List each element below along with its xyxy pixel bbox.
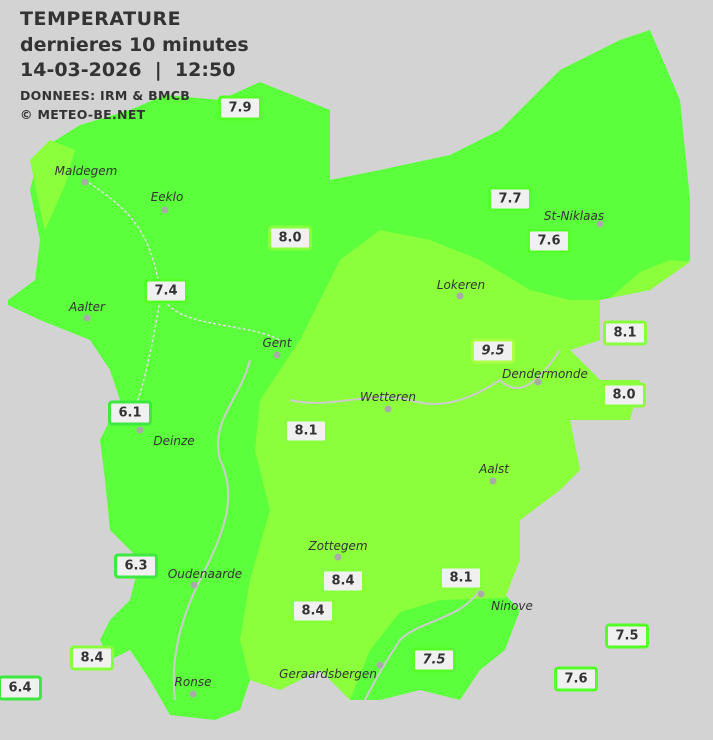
river-dender bbox=[289, 349, 561, 701]
city-dot bbox=[81, 178, 89, 186]
city-label: Oudenaarde bbox=[167, 567, 243, 581]
station-value: 8.0 bbox=[268, 225, 312, 251]
station-value: 8.4 bbox=[321, 568, 365, 594]
station-value: 8.1 bbox=[439, 565, 483, 591]
city-dot bbox=[534, 378, 542, 386]
zone-8-region-ne bbox=[610, 260, 690, 298]
map-title: TEMPERATURE bbox=[20, 8, 182, 30]
station-value: 9.5 bbox=[471, 338, 515, 364]
station-value: 8.4 bbox=[70, 645, 114, 671]
city-dot bbox=[136, 426, 144, 434]
city-dot bbox=[334, 553, 342, 561]
city-dot bbox=[83, 314, 91, 322]
city-label: Gent bbox=[262, 336, 292, 350]
station-value: 8.1 bbox=[284, 418, 328, 444]
station-value: 7.9 bbox=[218, 95, 262, 121]
city-label: Maldegem bbox=[54, 164, 118, 178]
city-label: Deinze bbox=[153, 434, 195, 448]
river-scheldt bbox=[172, 359, 251, 701]
city-label: Aalst bbox=[479, 462, 509, 476]
station-value: 6.1 bbox=[108, 400, 152, 426]
city-dot bbox=[161, 206, 169, 214]
station-value: 7.6 bbox=[527, 228, 571, 254]
station-value: 7.6 bbox=[554, 666, 598, 692]
station-value: 8.4 bbox=[291, 598, 335, 624]
city-dot bbox=[384, 405, 392, 413]
station-value: 7.7 bbox=[488, 186, 532, 212]
city-label: Ninove bbox=[491, 599, 533, 613]
city-label: Wetteren bbox=[360, 390, 416, 404]
map-subtitle: dernieres 10 minutes bbox=[20, 34, 249, 56]
station-value: 6.4 bbox=[0, 675, 42, 701]
city-label: Dendermonde bbox=[502, 367, 588, 381]
station-value: 8.0 bbox=[602, 382, 646, 408]
map-datetime: 14-03-2026 | 12:50 bbox=[20, 59, 236, 81]
copyright: © METEO-BE.NET bbox=[20, 107, 146, 122]
city-label: Zottegem bbox=[308, 539, 368, 553]
city-dot bbox=[273, 351, 281, 359]
city-label: Lokeren bbox=[436, 278, 486, 292]
station-value: 6.3 bbox=[114, 553, 158, 579]
station-value: 7.5 bbox=[605, 623, 649, 649]
city-label: St-Niklaas bbox=[543, 209, 605, 223]
city-label: Eeklo bbox=[150, 190, 184, 204]
city-dot bbox=[456, 292, 464, 300]
station-value: 8.1 bbox=[603, 320, 647, 346]
data-source: DONNEES: IRM & BMCB bbox=[20, 88, 191, 103]
city-dot bbox=[189, 690, 197, 698]
city-label: Ronse bbox=[174, 675, 212, 689]
city-dot bbox=[190, 581, 198, 589]
city-dot bbox=[596, 220, 604, 228]
station-value: 7.4 bbox=[144, 278, 188, 304]
city-label: Aalter bbox=[69, 300, 105, 314]
city-dot bbox=[376, 661, 384, 669]
city-label: Geraardsbergen bbox=[279, 667, 377, 681]
zone-8-region-nw bbox=[30, 140, 75, 230]
station-value: 7.5 bbox=[412, 647, 456, 673]
city-dot bbox=[477, 590, 485, 598]
city-dot bbox=[489, 477, 497, 485]
